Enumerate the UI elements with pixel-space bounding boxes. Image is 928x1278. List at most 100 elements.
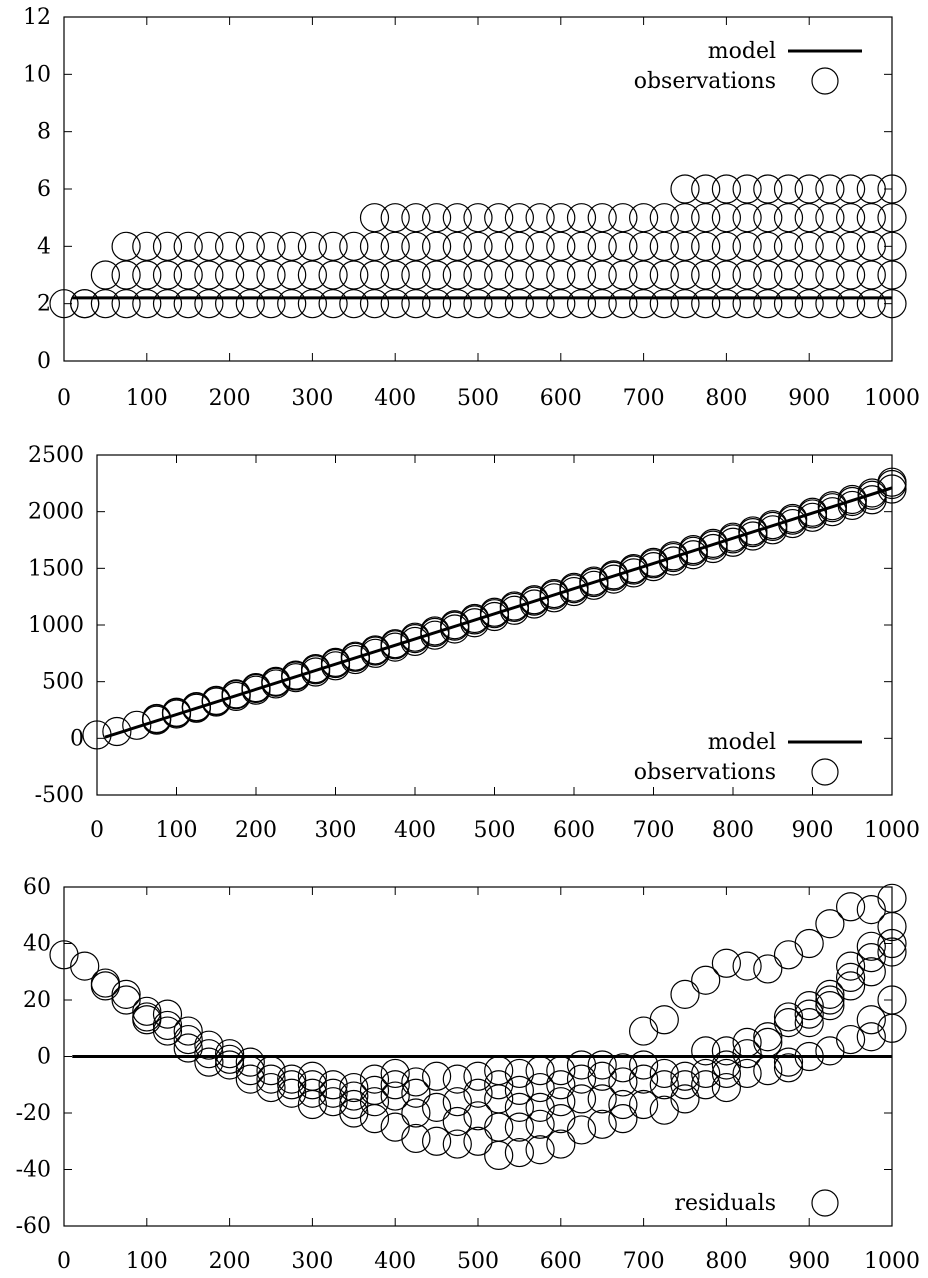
observation-marker xyxy=(297,231,327,261)
observation-marker xyxy=(359,231,390,261)
observation-marker xyxy=(835,971,866,1001)
observation-marker xyxy=(566,289,597,319)
observation-marker xyxy=(711,174,742,204)
y-tick-label: 1500 xyxy=(28,556,84,581)
observation-marker xyxy=(753,231,783,261)
observation-marker xyxy=(587,203,617,233)
observation-marker xyxy=(566,1064,597,1094)
observation-marker xyxy=(566,203,597,233)
observation-marker xyxy=(691,1058,721,1089)
observation-marker xyxy=(400,622,430,652)
observation-marker xyxy=(758,510,788,540)
observation-marker xyxy=(670,260,700,290)
observation-marker xyxy=(599,564,629,594)
observation-marker xyxy=(753,174,783,204)
observation-marker xyxy=(711,203,742,233)
observation-marker xyxy=(152,1016,183,1046)
observation-marker xyxy=(261,666,291,696)
observation-marker xyxy=(794,260,824,290)
y-tick-label: -60 xyxy=(16,1214,51,1239)
observation-marker xyxy=(732,289,762,319)
observation-marker xyxy=(194,1039,224,1069)
observation-marker xyxy=(670,1061,700,1091)
observation-marker xyxy=(221,679,251,709)
observation-marker xyxy=(463,1078,493,1108)
observation-marker xyxy=(463,260,493,290)
observation-marker xyxy=(649,203,679,233)
legend-label: model xyxy=(708,730,776,755)
observation-marker xyxy=(797,502,828,532)
observation-marker xyxy=(525,231,555,261)
observation-marker xyxy=(181,691,211,722)
observation-marker xyxy=(587,1109,617,1139)
observation-marker xyxy=(380,260,410,290)
observation-marker xyxy=(753,289,783,319)
observation-marker xyxy=(877,1013,907,1043)
observation-marker xyxy=(194,1047,224,1077)
observation-marker xyxy=(194,260,224,290)
y-tick-label: 8 xyxy=(37,120,51,145)
x-tick-label: 400 xyxy=(374,1249,416,1274)
observation-marker xyxy=(856,943,886,973)
observation-marker xyxy=(856,957,886,987)
observation-marker xyxy=(525,203,555,233)
observation-marker xyxy=(837,484,867,515)
observation-marker xyxy=(608,203,638,233)
observation-marker xyxy=(256,289,286,319)
observation-marker xyxy=(628,1089,659,1120)
x-tick-label: 600 xyxy=(553,818,595,843)
observation-marker xyxy=(484,231,514,261)
observation-marker xyxy=(401,260,431,290)
observation-marker xyxy=(546,289,576,319)
observation-marker xyxy=(173,1024,203,1055)
observation-marker xyxy=(877,289,907,319)
observation-marker xyxy=(359,1075,390,1106)
observation-marker xyxy=(815,991,845,1021)
legend: model observations xyxy=(634,730,862,786)
observation-marker xyxy=(778,503,808,534)
observation-marker xyxy=(649,1058,679,1089)
observation-marker xyxy=(235,231,265,261)
observation-marker xyxy=(566,1050,597,1080)
observation-marker xyxy=(718,522,748,552)
observation-marker xyxy=(256,1056,286,1086)
observation-marker xyxy=(794,1007,824,1038)
observation-marker xyxy=(142,703,172,734)
observation-marker xyxy=(525,1072,555,1103)
observation-marker xyxy=(732,231,762,261)
observation-marker xyxy=(670,203,700,233)
observation-marker xyxy=(420,616,450,646)
x-tick-label: 900 xyxy=(788,1249,830,1274)
observation-marker xyxy=(608,1089,638,1120)
legend-label: observations xyxy=(634,69,776,94)
x-tick-label: 900 xyxy=(788,386,830,411)
observation-marker xyxy=(815,909,845,939)
model-line xyxy=(104,486,893,739)
observation-marker xyxy=(608,231,638,261)
observation-marker xyxy=(504,289,535,319)
observation-marker xyxy=(463,289,493,319)
observation-marker xyxy=(460,603,490,634)
observation-marker xyxy=(559,576,589,607)
observation-marker xyxy=(401,203,431,233)
observation-marker xyxy=(277,1064,307,1094)
observation-marker xyxy=(277,289,307,319)
observation-marker xyxy=(122,710,152,740)
observation-marker xyxy=(111,260,141,290)
observation-marker xyxy=(318,260,348,290)
observation-marker xyxy=(525,289,555,319)
legend-circle-swatch xyxy=(811,1189,839,1217)
observation-marker xyxy=(484,1112,514,1142)
observation-marker xyxy=(484,1070,514,1100)
observation-marker xyxy=(297,260,327,290)
observation-marker xyxy=(422,231,452,261)
observation-marker xyxy=(173,231,203,261)
x-tick-label: 300 xyxy=(315,818,357,843)
observation-marker xyxy=(628,231,659,261)
x-tick-label: 800 xyxy=(705,1249,747,1274)
observation-marker xyxy=(318,1087,348,1117)
observation-marker xyxy=(132,1005,162,1035)
observation-marker xyxy=(546,1129,576,1159)
observation-marker xyxy=(484,260,514,290)
observation-marker xyxy=(360,635,390,665)
